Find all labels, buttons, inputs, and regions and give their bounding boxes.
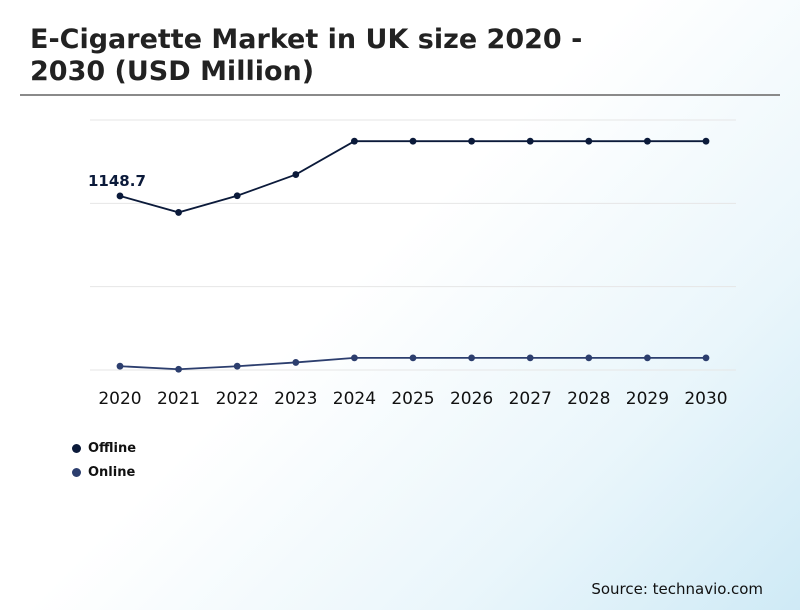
x-axis-tick-labels: 2020 2021 2022 2023 2024 2025 2026 2027 2028 2029…: [98, 389, 727, 409]
data-label-offline-2020: 1148.7: [88, 172, 146, 190]
series-line-offline: [119, 140, 706, 214]
data-point-online-2029[interactable]: [644, 354, 651, 362]
data-point-offline-2028[interactable]: [585, 137, 593, 145]
x-tick-label-2028: 2028: [567, 389, 610, 409]
data-labels: 1148.7: [88, 172, 146, 190]
line-chart: 1148.7 2020 2021 2022 2023 2024 2025 2026 2027 2…: [88, 119, 736, 409]
legend-marker-online: [72, 467, 81, 477]
data-point-offline-2024[interactable]: [351, 137, 358, 145]
x-tick-label-2026: 2026: [450, 389, 493, 409]
data-point-online-2026[interactable]: [468, 354, 475, 362]
legend-item-offline[interactable]: Offline: [72, 436, 136, 460]
data-point-offline-2023[interactable]: [292, 171, 300, 178]
x-tick-label-2027: 2027: [509, 389, 552, 409]
legend-label-online: Online: [88, 464, 136, 480]
data-point-offline-2022[interactable]: [233, 192, 241, 200]
source-note: Source: technavio.com: [591, 580, 763, 598]
data-point-offline-2025[interactable]: [409, 137, 417, 145]
legend-marker-offline: [72, 443, 81, 453]
x-tick-label-2024: 2024: [333, 389, 376, 409]
x-tick-label-2029: 2029: [626, 389, 669, 409]
legend-item-online[interactable]: Online: [72, 460, 136, 484]
data-point-offline-2029[interactable]: [644, 137, 651, 145]
grid-lines: [90, 119, 736, 371]
data-point-online-2022[interactable]: [233, 362, 241, 370]
data-point-offline-2026[interactable]: [468, 137, 475, 145]
data-point-online-2024[interactable]: [351, 354, 358, 362]
x-tick-label-2021: 2021: [157, 389, 200, 409]
x-tick-label-2022: 2022: [216, 389, 259, 409]
data-point-offline-2021[interactable]: [175, 209, 183, 216]
data-points: [116, 137, 710, 373]
title-divider: [20, 94, 780, 96]
data-point-offline-2030[interactable]: [702, 137, 710, 145]
data-point-offline-2020[interactable]: [116, 192, 124, 200]
series-lines: [119, 140, 706, 371]
data-point-online-2021[interactable]: [175, 365, 183, 373]
x-tick-label-2020: 2020: [98, 389, 141, 409]
data-point-online-2020[interactable]: [116, 362, 124, 370]
x-tick-label-2025: 2025: [391, 389, 434, 409]
page-title: E-Cigarette Market in UK size 2020 - 203…: [30, 24, 583, 87]
x-tick-label-2030: 2030: [684, 389, 727, 409]
data-point-offline-2027[interactable]: [526, 137, 534, 145]
data-point-online-2023[interactable]: [292, 359, 300, 366]
x-tick-label-2023: 2023: [274, 389, 317, 409]
legend-label-offline: Offline: [88, 440, 137, 456]
data-point-online-2030[interactable]: [702, 354, 710, 362]
data-point-online-2027[interactable]: [526, 354, 534, 362]
data-point-online-2025[interactable]: [409, 354, 417, 362]
data-point-online-2028[interactable]: [585, 354, 593, 362]
legend: Offline Online: [72, 436, 136, 484]
